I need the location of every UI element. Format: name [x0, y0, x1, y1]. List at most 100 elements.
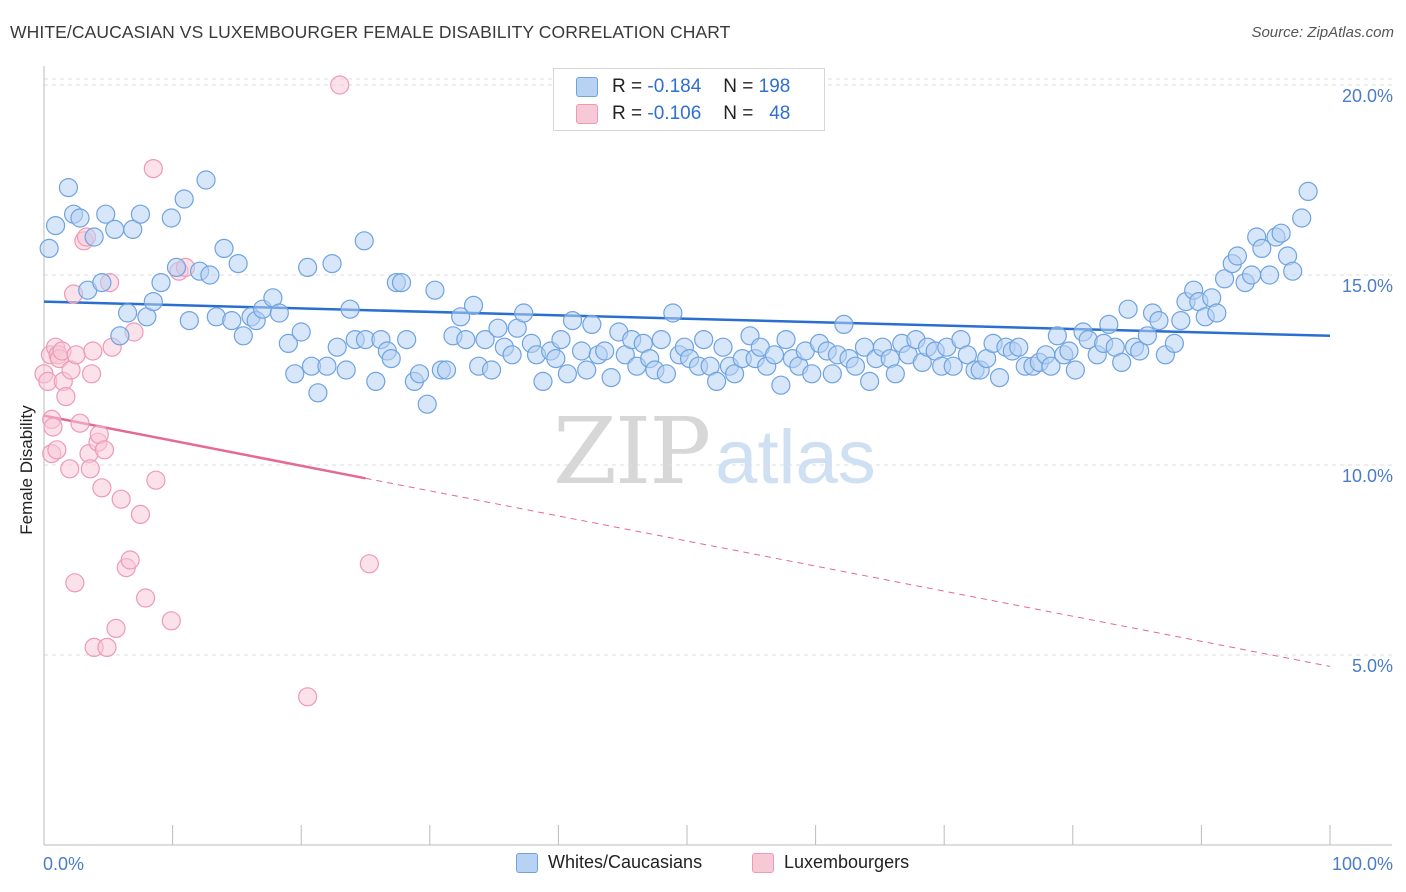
white-point: [1137, 326, 1157, 346]
bottom-swatch-whites: [516, 852, 538, 873]
white-point: [1283, 261, 1303, 281]
white-point: [1059, 341, 1079, 361]
white-point: [533, 371, 553, 391]
white-point: [557, 364, 578, 384]
luxembourger-point: [330, 75, 350, 95]
white-point: [1065, 360, 1085, 380]
luxembourger-point: [359, 554, 379, 574]
white-points: [39, 170, 1318, 414]
white-point: [298, 257, 318, 277]
luxembourger-point: [143, 159, 163, 179]
white-point: [425, 280, 445, 300]
x-tick-label: 100.0%: [1332, 854, 1393, 874]
white-point: [391, 273, 412, 293]
luxembourger-point: [106, 618, 126, 639]
white-point: [577, 360, 597, 380]
white-point: [340, 299, 360, 319]
white-point: [1252, 238, 1272, 258]
bottom-legend-lux: Luxembourgers: [752, 852, 909, 873]
white-point: [174, 189, 194, 209]
white-point: [860, 371, 880, 391]
watermark: ZIPatlas: [553, 398, 876, 505]
legend-r-value: -0.106: [647, 103, 702, 124]
luxembourger-point: [80, 459, 100, 479]
white-point: [771, 375, 791, 395]
white-point: [179, 311, 199, 331]
white-point: [1259, 265, 1280, 285]
white-point: [1041, 356, 1061, 376]
white-point: [885, 364, 905, 384]
white-point: [291, 322, 311, 342]
white-point: [222, 311, 242, 331]
white-point: [317, 356, 337, 376]
white-point: [1207, 303, 1227, 323]
luxembourger-point: [92, 478, 112, 498]
white-point: [656, 364, 677, 384]
white-point: [488, 318, 508, 338]
watermark-atlas: atlas: [715, 415, 876, 500]
white-point: [957, 345, 977, 365]
legend-row-whites: R = -0.184 N = 198: [576, 75, 790, 99]
luxembourger-point: [66, 345, 86, 365]
white-point: [571, 341, 592, 361]
white-point: [200, 265, 220, 285]
luxembourger-point: [120, 550, 140, 570]
white-point: [601, 368, 621, 388]
white-point: [92, 273, 112, 293]
luxembourger-point: [56, 387, 76, 407]
luxembourger-point: [130, 504, 151, 525]
white-point: [409, 364, 430, 384]
white-point: [397, 330, 417, 350]
y-tick-label: 10.0%: [1342, 466, 1393, 486]
bottom-legend-whites-label: Whites/Caucasians: [548, 852, 703, 872]
white-point: [166, 257, 187, 277]
white-point: [1099, 314, 1119, 334]
white-point: [562, 311, 583, 331]
white-point: [481, 360, 502, 380]
bottom-legend-lux-label: Luxembourgers: [784, 852, 910, 872]
white-point: [1214, 269, 1235, 289]
white-point: [70, 208, 90, 228]
white-point: [1112, 352, 1132, 372]
luxembourger-point: [60, 459, 80, 479]
white-point: [822, 364, 842, 384]
luxembourger-point: [161, 611, 181, 631]
white-point: [802, 364, 822, 384]
legend-n-label: N =: [723, 103, 754, 124]
y-tick-label: 20.0%: [1342, 86, 1393, 106]
white-point: [161, 208, 181, 228]
white-point: [546, 349, 566, 369]
white-point: [151, 273, 171, 293]
lux-trend-line-dashed: [365, 477, 1331, 667]
white-point: [39, 238, 59, 258]
white-point: [651, 330, 671, 350]
white-point: [417, 394, 437, 414]
white-point: [322, 254, 342, 274]
white-point: [713, 337, 733, 357]
white-point: [228, 254, 248, 274]
white-point: [1292, 208, 1312, 228]
white-point: [366, 371, 386, 391]
white-point: [327, 337, 347, 357]
white-point: [269, 303, 289, 323]
white-point: [143, 292, 163, 312]
white-point: [706, 371, 727, 391]
chart-source: Source: ZipAtlas.com: [1251, 24, 1394, 41]
luxembourger-point: [135, 588, 156, 608]
white-point: [514, 303, 534, 323]
white-point: [84, 227, 104, 247]
luxembourger-point: [94, 440, 115, 460]
luxembourger-point: [146, 470, 166, 490]
white-point: [1298, 181, 1318, 201]
luxembourger-point: [298, 687, 318, 707]
legend-n-label: N =: [723, 76, 754, 97]
stats-legend: R = -0.184 N = 198 R = -0.106 N = 48: [553, 68, 825, 131]
luxembourger-point: [111, 489, 131, 509]
white-point: [595, 341, 615, 361]
white-point: [582, 314, 602, 334]
white-point: [130, 204, 151, 224]
y-tick-label: 5.0%: [1352, 656, 1393, 676]
white-point: [834, 314, 854, 334]
white-point: [1241, 265, 1262, 285]
white-point: [436, 360, 457, 380]
